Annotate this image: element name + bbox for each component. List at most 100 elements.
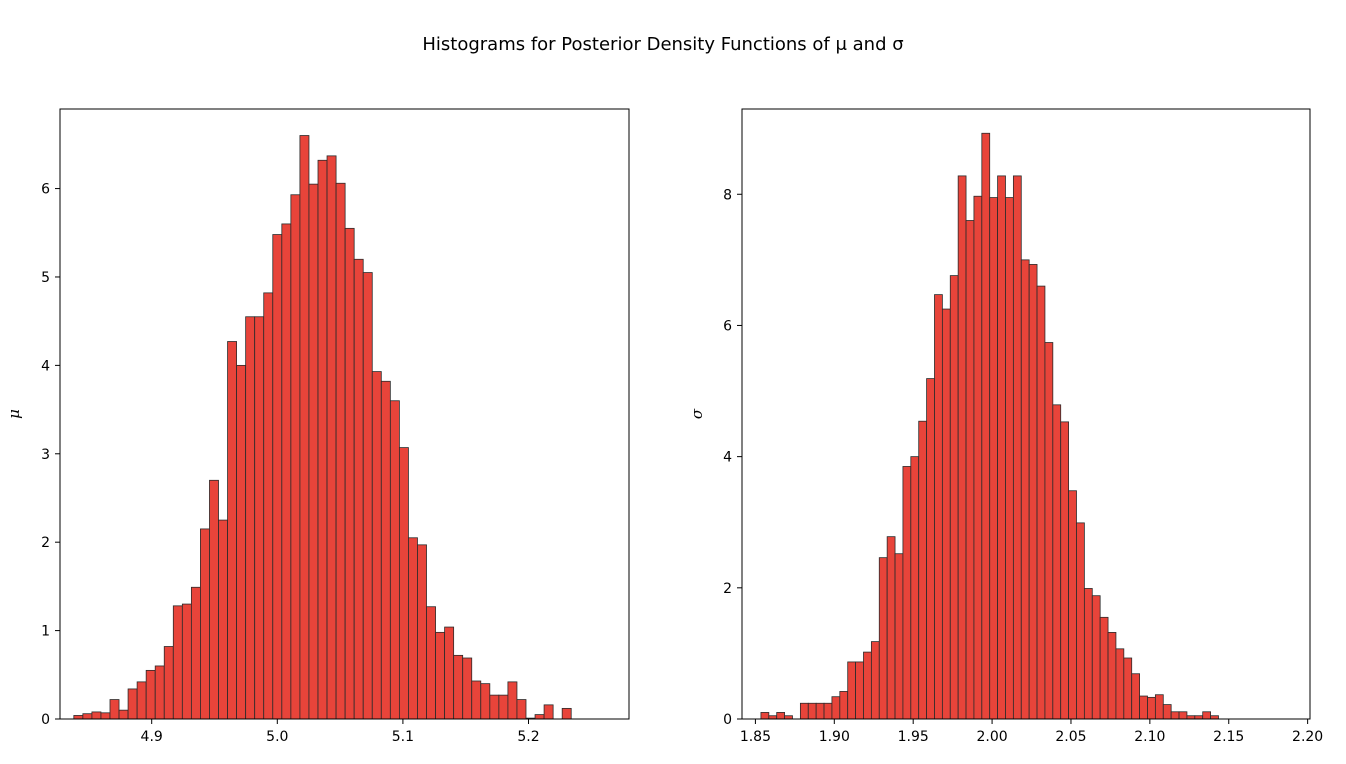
- mu-histogram-bar: [200, 528, 210, 720]
- sigma-histogram-bar: [1154, 694, 1164, 720]
- sigma-histogram-bar: [941, 308, 951, 720]
- mu-histogram-bar: [426, 606, 436, 720]
- sigma-histogram-bar: [926, 378, 935, 720]
- mu-histogram-bar: [371, 371, 382, 720]
- sigma-histogram-bar: [1162, 704, 1172, 720]
- mu-histogram-bar: [118, 709, 129, 720]
- mu-histogram-bar: [190, 586, 201, 720]
- mu-histogram-bar: [471, 680, 482, 720]
- sigma-histogram-bar: [1123, 657, 1133, 720]
- sigma-histogram-bar: [1083, 588, 1093, 720]
- sigma-histogram-bar: [1068, 490, 1077, 720]
- mu-histogram-bar: [218, 519, 228, 720]
- sigma-y-tick-label: 2: [723, 581, 732, 597]
- sigma-histogram-bar: [997, 175, 1006, 720]
- sigma-histogram-bar: [847, 661, 857, 720]
- sigma-x-tick-label: 1.95: [898, 729, 929, 745]
- mu-histogram-bar: [227, 341, 237, 720]
- sigma-histogram-bar: [823, 702, 833, 720]
- mu-y-axis-label: μ: [5, 409, 23, 419]
- mu-histogram-bar: [154, 665, 165, 720]
- sigma-histogram-bar: [1012, 175, 1022, 720]
- sigma-histogram-bar: [934, 294, 943, 720]
- sigma-histogram-bar: [863, 651, 872, 720]
- sigma-histogram-bar: [1147, 696, 1156, 720]
- sigma-x-tick-label: 2.05: [1055, 729, 1086, 745]
- sigma-histogram-bar: [973, 195, 983, 720]
- mu-histogram-bar: [417, 544, 427, 720]
- mu-histogram-bar: [362, 272, 373, 720]
- sigma-y-tick-label: 6: [723, 318, 732, 334]
- sigma-histogram-bar: [855, 661, 864, 720]
- sigma-histogram-bar: [1028, 264, 1038, 720]
- sigma-histogram-bar: [1202, 711, 1211, 720]
- mu-histogram-bar: [209, 479, 219, 720]
- mu-histogram-bar: [145, 669, 156, 720]
- mu-histogram-bar: [299, 135, 310, 720]
- mu-x-tick-label: 4.9: [141, 729, 163, 745]
- sigma-histogram-bar: [815, 702, 825, 720]
- sigma-histogram-bar: [886, 536, 896, 720]
- mu-histogram-bar: [91, 711, 102, 720]
- sigma-histogram-bar: [799, 702, 809, 720]
- sigma-x-tick-label: 1.85: [740, 729, 771, 745]
- sigma-histogram-bar: [902, 466, 912, 720]
- mu-histogram-bar: [398, 447, 409, 720]
- mu-histogram-bar: [136, 681, 147, 720]
- mu-histogram-bar: [272, 234, 283, 720]
- mu-y-tick-label: 3: [41, 447, 50, 463]
- mu-y-tick-label: 0: [41, 712, 50, 728]
- sigma-histogram-bar: [1076, 522, 1085, 720]
- mu-histogram-bar: [254, 316, 265, 720]
- mu-histogram-bar: [109, 699, 120, 720]
- mu-histogram-bar: [543, 704, 554, 720]
- sigma-histogram-bar: [1099, 616, 1109, 720]
- mu-y-tick-label: 5: [41, 270, 50, 286]
- mu-y-tick-label: 1: [41, 624, 50, 640]
- sigma-histogram-bar: [1170, 711, 1180, 720]
- sigma-axes-frame: [741, 108, 1311, 720]
- mu-histogram-bar: [73, 715, 84, 720]
- mu-histogram-bar: [389, 400, 400, 720]
- figure-title: Histograms for Posterior Density Functio…: [422, 34, 903, 55]
- sigma-histogram-bar: [965, 220, 975, 720]
- mu-histogram-bar: [435, 631, 446, 720]
- mu-histogram-bar: [453, 654, 464, 720]
- sigma-y-tick-label: 0: [723, 712, 732, 728]
- mu-x-tick-label: 5.0: [266, 729, 288, 745]
- mu-y-tick-label: 6: [41, 182, 50, 198]
- sigma-histogram-bar: [831, 696, 841, 720]
- sigma-histogram-panel: σ 1.85 1.90 1.95 2.00 2.05 2.10 2.15 2.20 0 2 4 6 8: [688, 108, 1323, 745]
- sigma-histogram-bar: [1060, 421, 1069, 720]
- sigma-histogram-bar: [807, 702, 817, 720]
- mu-histogram-bar: [181, 603, 192, 720]
- mu-histogram-bar: [408, 537, 418, 720]
- mu-histogram-bar: [444, 626, 455, 720]
- mu-histogram-bar: [489, 694, 500, 720]
- sigma-histogram-bar: [1115, 648, 1125, 720]
- sigma-histogram-bar: [1036, 285, 1046, 720]
- mu-histogram-bar: [263, 292, 274, 720]
- mu-histogram-bar: [561, 707, 572, 720]
- sigma-x-tick-label: 2.10: [1134, 729, 1165, 745]
- sigma-histogram-bar: [894, 553, 904, 720]
- mu-histogram-bar: [236, 364, 247, 720]
- mu-histogram-bar: [344, 227, 355, 720]
- mu-histogram-bar: [480, 683, 491, 720]
- mu-histogram-bar: [462, 657, 473, 720]
- sigma-histogram-bar: [918, 420, 928, 720]
- sigma-x-tick-label: 2.20: [1292, 729, 1323, 745]
- mu-histogram-panel: μ 4.9 5.0 5.1 5.2 0 1 2 3 4 5 6: [5, 108, 630, 745]
- sigma-histogram-bar: [1005, 197, 1014, 720]
- mu-histogram-bar: [507, 681, 518, 720]
- mu-histogram-bar: [516, 699, 527, 720]
- sigma-x-tick-label: 1.90: [819, 729, 850, 745]
- mu-histogram-bar: [127, 688, 138, 720]
- sigma-x-tick-label: 2.15: [1213, 729, 1244, 745]
- sigma-histogram-bar: [1091, 595, 1101, 720]
- mu-x-tick-label: 5.2: [517, 729, 539, 745]
- mu-y-tick-label: 4: [41, 358, 50, 374]
- sigma-histogram-bar: [870, 641, 880, 720]
- mu-histogram-bar: [82, 713, 93, 720]
